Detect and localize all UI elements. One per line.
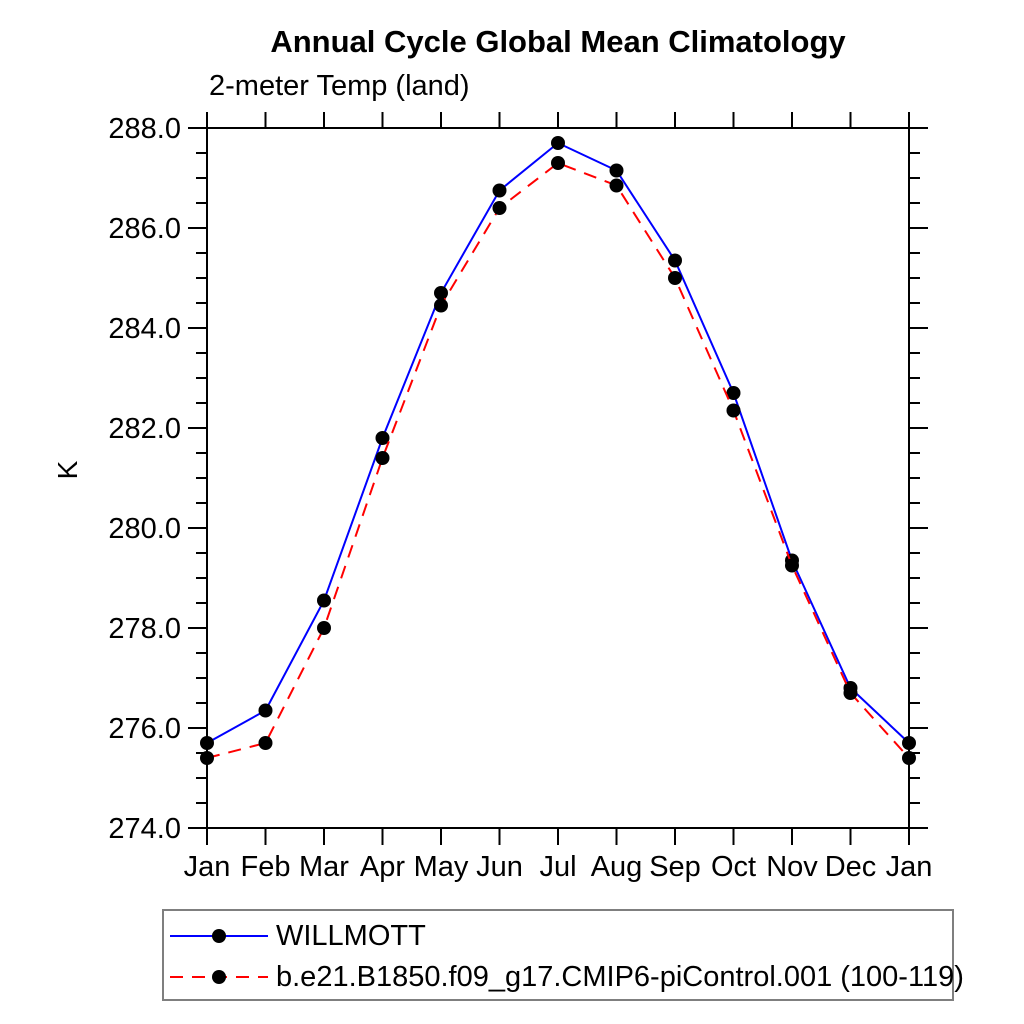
x-tick-label: Apr — [360, 851, 405, 883]
legend-line-sample-solid — [170, 929, 268, 943]
chart-subtitle: 2-meter Temp (land) — [209, 70, 470, 102]
y-tick-label: 274.0 — [108, 813, 181, 845]
x-tick-label: Jan — [886, 851, 933, 883]
legend-entry-model: b.e21.B1850.f09_g17.CMIP6-piControl.001 … — [168, 960, 964, 993]
y-tick-label: 276.0 — [108, 713, 181, 745]
y-tick-label: 280.0 — [108, 513, 181, 545]
series-marker-0 — [200, 736, 214, 750]
series-marker-0 — [434, 286, 448, 300]
x-tick-label: Jan — [184, 851, 231, 883]
series-marker-1 — [258, 736, 273, 750]
series-marker-0 — [492, 183, 507, 198]
x-tick-label: Feb — [241, 851, 291, 883]
series-marker-1 — [492, 201, 507, 215]
x-tick-label: Oct — [711, 851, 756, 883]
series-marker-1 — [902, 751, 916, 765]
series-marker-1 — [609, 178, 624, 193]
x-tick-label: Jun — [476, 851, 523, 883]
series-marker-1 — [785, 558, 799, 573]
x-tick-label: Aug — [591, 851, 643, 883]
series-marker-0 — [551, 136, 565, 150]
series-marker-1 — [317, 621, 331, 635]
y-tick-label: 286.0 — [108, 213, 181, 245]
x-tick-label: Mar — [299, 851, 349, 883]
series-marker-1 — [375, 451, 390, 465]
series-marker-0 — [902, 736, 916, 750]
series-marker-1 — [843, 686, 858, 700]
series-marker-0 — [609, 163, 624, 178]
legend-entry-willmott: WILLMOTT — [168, 919, 426, 952]
x-tick-label: Sep — [649, 851, 701, 883]
series-marker-0 — [726, 386, 741, 400]
y-tick-label: 282.0 — [108, 413, 181, 445]
x-tick-label: May — [414, 851, 469, 883]
legend-label-willmott: WILLMOTT — [276, 919, 426, 952]
chart-title: Annual Cycle Global Mean Climatology — [270, 24, 846, 59]
series-line-1 — [206, 161, 910, 759]
x-tick-label: Jul — [539, 851, 576, 883]
plot-frame — [206, 127, 910, 829]
series-marker-1 — [551, 156, 565, 170]
series-marker-1 — [434, 298, 448, 313]
series-marker-1 — [668, 271, 682, 285]
x-tick-label: Dec — [825, 851, 877, 883]
series-marker-0 — [258, 703, 273, 718]
y-tick-label: 278.0 — [108, 613, 181, 645]
series-marker-1 — [726, 403, 741, 418]
legend-label-model: b.e21.B1850.f09_g17.CMIP6-piControl.001 … — [276, 960, 964, 993]
legend-line-sample-dashed — [170, 970, 268, 984]
series-marker-1 — [200, 751, 214, 765]
series-marker-0 — [317, 593, 331, 608]
x-tick-label: Nov — [766, 851, 818, 883]
series-marker-0 — [375, 431, 390, 445]
y-tick-label: 284.0 — [108, 313, 181, 345]
legend: WILLMOTT b.e21.B1850.f09_g17.CMIP6-piCon… — [162, 909, 964, 1001]
series-marker-0 — [668, 253, 682, 268]
y-tick-label: 288.0 — [108, 113, 181, 145]
